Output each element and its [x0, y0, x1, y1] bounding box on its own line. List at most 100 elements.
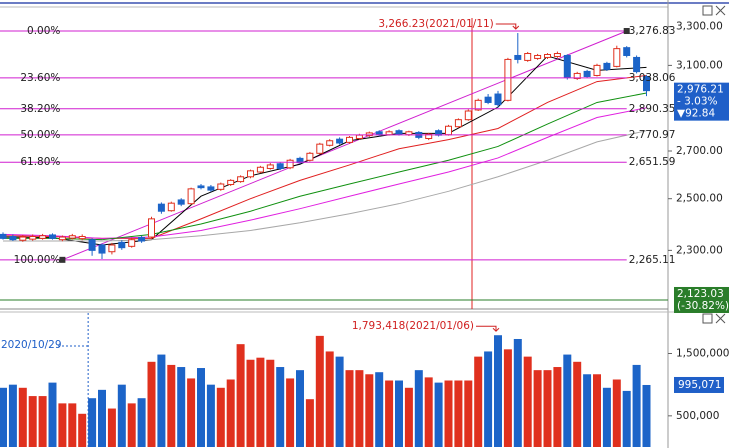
candle-body — [187, 188, 195, 205]
fib-price-label: 2,890.35 — [629, 103, 676, 115]
candle-body — [385, 131, 393, 136]
last-volume: 995,071 — [678, 379, 721, 391]
candle-body — [336, 138, 344, 144]
fib-diagonal — [62, 30, 627, 261]
candle-body — [593, 64, 601, 76]
candle-body — [553, 53, 561, 57]
candle-body — [49, 234, 56, 239]
volume-bar — [375, 372, 384, 447]
candle-body — [563, 54, 571, 79]
volume-bar — [434, 382, 443, 447]
volume-bar — [602, 387, 611, 447]
candle-body — [177, 199, 185, 205]
candle-body — [237, 176, 245, 183]
volume-bar — [385, 380, 394, 447]
candle-body — [613, 48, 621, 67]
volume-bar — [38, 396, 47, 447]
volume-bar — [216, 387, 225, 447]
candle-body — [0, 233, 7, 239]
candle-body — [544, 53, 551, 58]
candle-body — [464, 110, 472, 121]
volume-bar — [58, 403, 67, 447]
fib-ratio-label: 50.00% — [20, 129, 60, 141]
fib-price-label: 3,038.06 — [629, 72, 676, 84]
volume-bar — [296, 370, 304, 447]
candle-body — [256, 166, 264, 173]
last-volume-box — [674, 376, 724, 393]
candle-body — [157, 203, 165, 212]
volume-bar — [325, 351, 334, 447]
candle-body — [197, 185, 205, 189]
fib-ratio-label: 0.00% — [27, 25, 60, 37]
annotation-arrow — [495, 23, 520, 30]
volume-bar — [0, 387, 7, 447]
y-tick-label: 500,000 — [676, 410, 719, 422]
candle-body — [623, 47, 631, 56]
close-button[interactable] — [715, 5, 726, 16]
candle-body — [573, 72, 581, 80]
candle-body — [217, 183, 225, 190]
candle-body — [425, 133, 433, 140]
volume-bar — [276, 367, 285, 447]
fib-ratio-label: 38.20% — [20, 103, 60, 115]
annotation: 3,266.23(2021/01/11) — [378, 18, 493, 30]
volume-bar — [256, 357, 265, 447]
volume-bar — [78, 413, 87, 447]
y-tick-label: 2,700.00 — [676, 145, 723, 157]
volume-bar — [147, 361, 156, 447]
candle-body — [316, 143, 324, 154]
candle-body — [207, 186, 215, 191]
volume-bar — [246, 359, 255, 447]
volume-bar — [48, 382, 57, 447]
last-price-change: ▼92.84 — [677, 108, 715, 120]
last-price-change-pct: - 3.03% — [677, 96, 718, 108]
fib-price-label: 3,276.83 — [629, 25, 676, 37]
candle-body — [395, 130, 403, 135]
volume-bar — [414, 370, 423, 447]
volume-bar — [424, 377, 433, 447]
volume-bar — [286, 378, 295, 447]
candle-body — [355, 134, 363, 140]
volume-bar — [583, 374, 592, 447]
volume-bar — [157, 354, 166, 447]
moving-average — [3, 130, 647, 242]
moving-average — [3, 92, 647, 241]
volume-bar — [28, 396, 37, 447]
volume-bar — [612, 379, 621, 447]
candle-body — [306, 152, 314, 161]
volume-bar — [503, 349, 512, 447]
window-button[interactable] — [702, 5, 713, 16]
candle-body — [504, 58, 512, 101]
candle-body — [9, 236, 17, 241]
volume-bar — [395, 380, 403, 447]
candle-body — [128, 239, 136, 247]
y-tick-label: 1,500,000 — [676, 348, 729, 360]
candle-body — [29, 236, 37, 240]
annotation: 1,793,418(2021/01/06) — [352, 320, 474, 332]
overlay: 2,300.00 2,500.00 2,700.00 3,100.00 3,300.00… — [0, 18, 729, 447]
y-tick-label: 3,100.00 — [676, 59, 723, 71]
volume-bar — [345, 370, 354, 447]
candle-body — [375, 131, 383, 136]
y-tick-label: 2,300.00 — [676, 244, 723, 256]
candle-body — [19, 236, 27, 241]
close-button[interactable] — [715, 313, 726, 324]
volume-bar — [197, 368, 205, 447]
candle-body — [445, 125, 452, 136]
moving-average — [2, 107, 647, 239]
volume-bar — [543, 370, 552, 447]
volume-bar — [553, 367, 562, 447]
candle-body — [346, 136, 353, 143]
candle-body — [514, 54, 522, 60]
volume-bar — [187, 378, 196, 447]
volume-bar — [315, 335, 324, 447]
volume-bar — [88, 398, 97, 447]
volume-bar — [365, 374, 374, 447]
volume-bar — [513, 338, 522, 447]
candle-body — [138, 237, 146, 242]
candle-body — [484, 96, 492, 103]
candle-body — [534, 54, 542, 59]
window-button[interactable] — [702, 313, 713, 324]
volume-bar — [167, 364, 176, 447]
candle-body — [643, 75, 650, 92]
